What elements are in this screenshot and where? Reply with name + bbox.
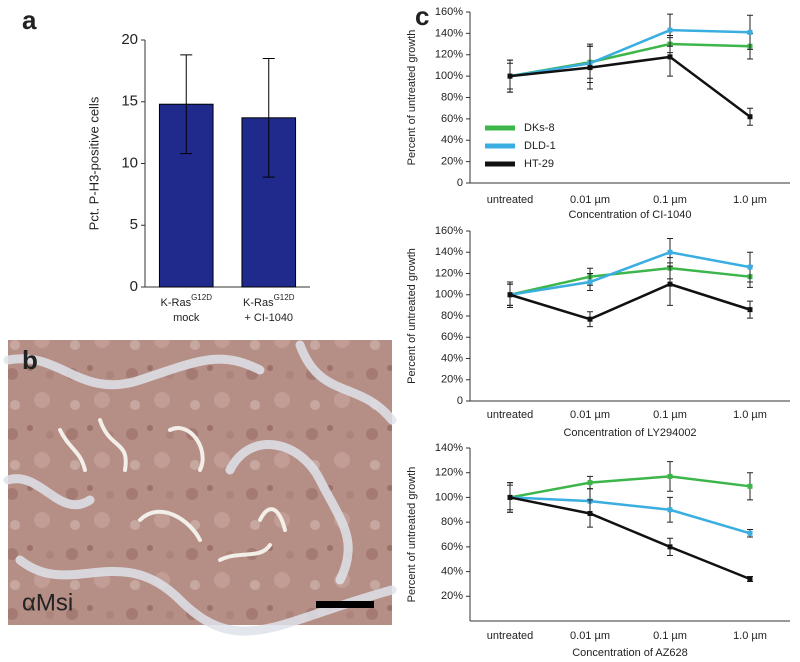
y-tick-label: 20% [441,374,463,386]
legend-label: DLD-1 [524,140,556,152]
y-tick-label: 60% [441,541,463,553]
y-tick-label: 15 [121,93,138,110]
y-tick-label: 80% [441,310,463,322]
point [747,576,753,582]
series-line [509,28,751,78]
y-tick-label: 140% [435,246,463,258]
x-tick-label: 0.1 µm [653,194,687,206]
x-tick-label: K-RasG12D [161,293,213,309]
y-tick-label: 40% [441,565,463,577]
y-tick-label: 100% [435,491,463,503]
point [587,510,593,516]
error-bar [262,58,275,178]
y-axis-label: Percent of untreated growth [406,467,418,603]
x-tick-label: 1.0 µm [733,194,767,206]
y-tick-label: 100% [435,289,463,301]
y-tick-label: 20% [441,156,463,168]
point [667,544,673,550]
point [747,114,753,120]
point [667,473,673,479]
y-tick-label: 140% [435,27,463,39]
y-tick-label: 120% [435,267,463,279]
point [587,65,593,71]
x-axis-label: Concentration of AZ628 [572,647,688,659]
y-tick-label: 40% [441,352,463,364]
point [747,530,753,536]
x-tick-label: 0.01 µm [570,409,610,421]
label-part: K-Ras [243,297,274,309]
x-tick-label: mock [173,312,200,324]
y-tick-label: 120% [435,49,463,61]
point [747,483,753,489]
y-axis-label: Percent of untreated growth [406,30,418,166]
y-axis-label: Percent of untreated growth [406,248,418,384]
y-tick-label: 10 [121,154,138,171]
x-tick-label: untreated [487,409,533,421]
point [747,264,753,270]
y-tick-label: 160% [435,6,463,18]
y-tick-label: 80% [441,91,463,103]
point [747,29,753,35]
point [667,54,673,60]
y-tick-label: 140% [435,442,463,454]
point [507,292,513,298]
error-bar [180,54,193,155]
x-tick-label: untreated [487,194,533,206]
x-tick-label: 1.0 µm [733,630,767,642]
x-tick-label: untreated [487,630,533,642]
x-tick-label: 0.1 µm [653,409,687,421]
point [667,507,673,513]
y-tick-label: 5 [130,216,138,233]
series-line [509,55,751,118]
legend-label: HT-29 [524,158,554,170]
point [667,249,673,255]
point [587,480,593,486]
point [587,279,593,285]
series-line [509,475,751,499]
series-line [509,496,751,535]
y-tick-label: 60% [441,331,463,343]
y-tick-label: 0 [130,278,138,295]
y-tick-label: 100% [435,70,463,82]
y-tick-label: 120% [435,467,463,479]
point [507,494,513,500]
x-tick-label: + CI-1040 [244,312,293,324]
y-tick-label: 0 [457,177,463,189]
x-axis-label: Concentration of LY294002 [563,427,696,439]
panel-label: b [22,345,38,375]
label-superscript: G12D [274,293,295,302]
panel-label: a [22,5,37,35]
point [667,27,673,33]
series-line [509,266,751,296]
label-part: K-Ras [161,297,192,309]
y-tick-label: 20 [121,31,138,48]
y-tick-label: 60% [441,113,463,125]
x-axis-label: Concentration of CI-1040 [569,209,692,221]
histology-image [3,340,397,636]
x-tick-label: 0.1 µm [653,630,687,642]
x-tick-label: 0.01 µm [570,194,610,206]
x-tick-label: 0.01 µm [570,630,610,642]
series-line [509,282,751,321]
point [747,307,753,313]
y-tick-label: 160% [435,225,463,237]
legend-label: DKs-8 [524,122,555,134]
y-tick-label: 80% [441,516,463,528]
label-superscript: G12D [191,293,212,302]
y-tick-label: 20% [441,590,463,602]
series-line [509,496,751,581]
series-line [509,250,751,296]
y-axis-label: Pct. P-H3-positive cells [86,96,101,230]
image-label: αMsi [22,589,73,616]
point [507,73,513,79]
point [667,281,673,287]
x-tick-label: K-RasG12D [243,293,295,309]
y-tick-label: 0 [457,395,463,407]
x-tick-label: 1.0 µm [733,409,767,421]
panel-label: c [415,1,429,31]
y-tick-label: 40% [441,134,463,146]
point [587,316,593,322]
